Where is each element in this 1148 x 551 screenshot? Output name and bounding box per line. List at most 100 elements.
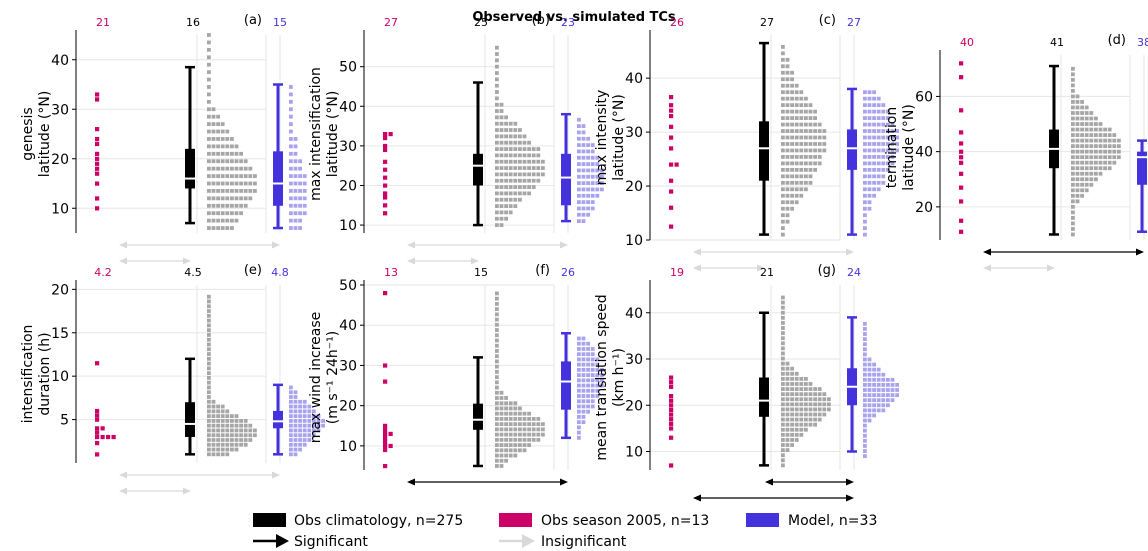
obs-season-dot bbox=[959, 160, 964, 165]
count-label-season: 21 bbox=[96, 16, 110, 29]
obs-season-dot bbox=[95, 206, 100, 211]
model-dot bbox=[876, 403, 881, 408]
y-tick-label: 40 bbox=[51, 53, 69, 69]
obs-clim-dot bbox=[813, 392, 817, 397]
model-dot bbox=[577, 149, 581, 154]
obs-clim-dot bbox=[785, 366, 790, 371]
obs-clim-dot bbox=[495, 178, 499, 183]
obs-clim-dot bbox=[804, 174, 808, 179]
obs-clim-dot bbox=[216, 122, 220, 126]
legend-swatch-model bbox=[746, 513, 779, 527]
obs-clim-dot bbox=[799, 109, 804, 114]
obs-clim-dot bbox=[527, 178, 531, 183]
obs-clim-dot bbox=[508, 417, 513, 421]
obs-clim-dot bbox=[220, 166, 225, 171]
obs-clim-dot bbox=[781, 371, 785, 376]
obs-clim-dot bbox=[216, 423, 220, 428]
obs-clim-dot bbox=[508, 422, 513, 427]
obs-clim-dot bbox=[790, 77, 794, 82]
obs-clim-dot bbox=[216, 114, 220, 119]
y-tick-label: 10 bbox=[339, 218, 357, 234]
model-dot bbox=[886, 377, 890, 382]
obs-clim-dot bbox=[211, 447, 216, 452]
obs-clim-dot bbox=[527, 159, 531, 164]
obs-clim-dot bbox=[207, 47, 211, 52]
obs-clim-dot bbox=[781, 213, 785, 218]
obs-clim-dot bbox=[522, 185, 527, 189]
obs-clim-dot bbox=[216, 433, 220, 438]
model-dot bbox=[886, 161, 890, 166]
model-dot bbox=[890, 129, 895, 133]
obs-clim-dot bbox=[781, 57, 785, 62]
obs-clim-dot bbox=[207, 328, 211, 333]
model-dot bbox=[577, 124, 581, 128]
model-dot bbox=[316, 418, 321, 423]
obs-clim-dot bbox=[813, 422, 817, 427]
model-dot bbox=[289, 452, 293, 457]
model-dot bbox=[876, 372, 881, 377]
obs-season-dot bbox=[95, 97, 100, 102]
obs-season-dot bbox=[669, 95, 674, 100]
obs-clim-dot bbox=[495, 185, 499, 189]
obs-clim-dot bbox=[508, 178, 513, 183]
model-dot bbox=[600, 174, 604, 179]
obs-season-dot bbox=[95, 408, 100, 414]
obs-clim-dot bbox=[495, 432, 499, 437]
obs-clim-dot bbox=[239, 442, 243, 447]
model-dot bbox=[881, 180, 886, 185]
obs-clim-dot bbox=[541, 166, 545, 170]
model-dot bbox=[293, 404, 298, 409]
model-dot bbox=[577, 394, 581, 398]
obs-clim-dot bbox=[822, 407, 827, 412]
obs-clim-dot bbox=[504, 166, 508, 170]
legend-swatch-obs-season bbox=[499, 513, 532, 527]
model-dot bbox=[577, 193, 581, 198]
model-dot bbox=[298, 166, 302, 171]
model-dot bbox=[886, 122, 890, 127]
obs-clim-dot bbox=[207, 337, 211, 342]
obs-clim-dot bbox=[234, 218, 239, 223]
obs-clim-dot bbox=[518, 191, 522, 196]
model-dot bbox=[863, 135, 867, 140]
model-dot bbox=[581, 143, 586, 147]
obs-clim-dot bbox=[799, 422, 804, 427]
model-dot bbox=[595, 162, 600, 166]
model-dot bbox=[581, 212, 586, 217]
model-dot bbox=[293, 433, 298, 438]
significance-arrow-insignificant-head-start bbox=[119, 257, 127, 265]
obs-clim-dot bbox=[790, 412, 794, 417]
model-dot bbox=[586, 168, 590, 173]
obs-clim-dot bbox=[513, 437, 518, 442]
obs-clim-dot bbox=[790, 103, 794, 108]
obs-clim-dot bbox=[804, 167, 808, 172]
model-dot bbox=[302, 438, 307, 442]
obs-clim-dot bbox=[1071, 105, 1075, 110]
obs-clim-dot bbox=[785, 443, 790, 447]
obs-clim-dot bbox=[799, 155, 804, 159]
model-dot bbox=[289, 399, 293, 404]
obs-clim-dot bbox=[1094, 155, 1098, 160]
obs-clim-dot bbox=[1103, 166, 1107, 171]
obs-clim-dot bbox=[499, 448, 504, 453]
model-dot bbox=[590, 206, 595, 211]
obs-clim-dot bbox=[1075, 116, 1080, 121]
obs-clim-dot bbox=[220, 423, 225, 428]
obs-clim-dot bbox=[499, 417, 504, 421]
obs-clim-dot bbox=[248, 423, 253, 428]
obs-clim-dot bbox=[211, 166, 216, 171]
model-dot bbox=[590, 200, 595, 205]
obs-clim-dot bbox=[541, 422, 545, 427]
obs-clim-dot bbox=[495, 349, 499, 353]
obs-season-dot bbox=[95, 361, 100, 366]
obs-clim-dot bbox=[207, 99, 211, 104]
obs-season-dot bbox=[669, 394, 674, 399]
model-dot bbox=[577, 399, 581, 404]
obs-clim-dot bbox=[813, 167, 817, 172]
significance-arrow-significant-head-start bbox=[983, 248, 991, 256]
obs-clim-dot bbox=[790, 376, 794, 381]
obs-clim-dot bbox=[1075, 133, 1080, 137]
obs-clim-dot bbox=[504, 210, 508, 215]
obs-clim-dot bbox=[495, 172, 499, 177]
model-dot bbox=[298, 196, 302, 201]
